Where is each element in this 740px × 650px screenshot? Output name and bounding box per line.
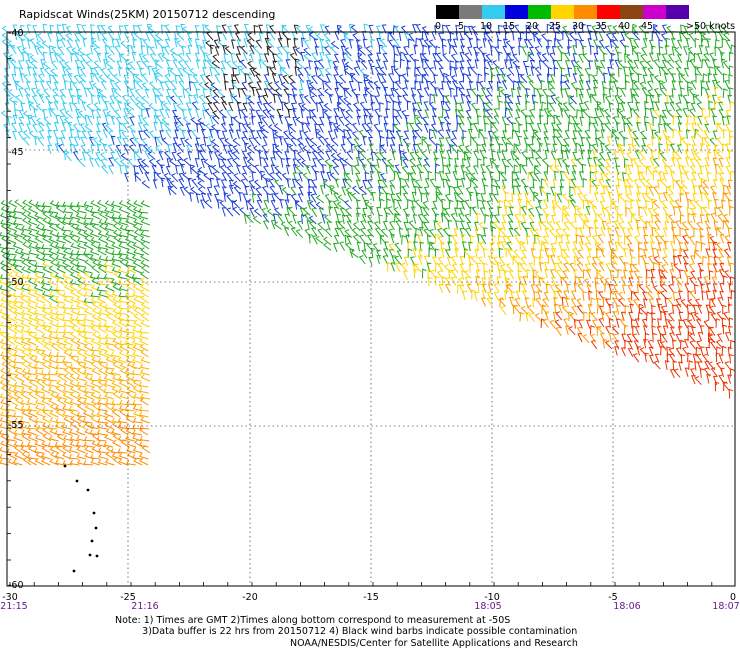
legend-swatch <box>620 5 643 19</box>
credit-line: NOAA/NESDIS/Center for Satellite Applica… <box>290 638 578 649</box>
legend-label: 10 <box>480 21 493 32</box>
legend-label: >50 knots <box>686 21 736 32</box>
legend-label: 0 <box>435 21 442 32</box>
legend-label: 25 <box>549 21 562 32</box>
legend-swatch <box>528 5 551 19</box>
axis-ticks <box>7 31 713 586</box>
legend-swatch <box>551 5 574 19</box>
lat-label: -50 <box>8 277 24 288</box>
legend-label: 20 <box>526 21 539 32</box>
lon-label: -5 <box>608 592 617 603</box>
legend-swatch <box>597 5 620 19</box>
lat-label: -55 <box>8 420 24 431</box>
lon-label: -20 <box>242 592 258 603</box>
legend-swatch <box>643 5 666 19</box>
longitude-labels: -30 -25 -20 -15 -10 -5 0 <box>2 592 736 603</box>
legend-label: 15 <box>503 21 516 32</box>
legend-label: 5 <box>458 21 465 32</box>
lat-label: -60 <box>8 580 24 591</box>
legend-swatch <box>574 5 597 19</box>
map-frame <box>6 31 736 587</box>
legend-swatch <box>482 5 505 19</box>
lon-label: -10 <box>484 592 500 603</box>
lat-label: -45 <box>8 147 24 158</box>
lon-label: 0 <box>730 592 736 603</box>
legend-label: 45 <box>641 21 654 32</box>
lon-label: -30 <box>2 592 18 603</box>
lat-label: -40 <box>8 28 24 39</box>
legend-label: 30 <box>572 21 585 32</box>
time-label: 21:16 <box>131 601 158 612</box>
time-label: 18:06 <box>613 601 640 612</box>
legend-swatch <box>666 5 689 19</box>
legend-label: 35 <box>595 21 608 32</box>
latitude-labels: -40 -45 -50 -55 -60 <box>8 28 24 591</box>
notes: Note: 1) Times are GMT 2)Times along bot… <box>115 615 578 637</box>
lon-label: -15 <box>363 592 379 603</box>
time-label: 18:05 <box>474 601 501 612</box>
time-labels: 21:15 21:16 18:05 18:06 18:07 <box>0 601 739 612</box>
time-label: 21:15 <box>0 601 27 612</box>
legend-swatch <box>459 5 482 19</box>
legend-label: 40 <box>618 21 631 32</box>
time-label: 18:07 <box>712 601 739 612</box>
map-title: Rapidscat Winds(25KM) 20150712 descendin… <box>19 8 276 21</box>
lon-label: -25 <box>120 592 136 603</box>
legend-swatch <box>436 5 459 19</box>
wind-barbs <box>0 23 736 573</box>
legend-swatch <box>505 5 528 19</box>
